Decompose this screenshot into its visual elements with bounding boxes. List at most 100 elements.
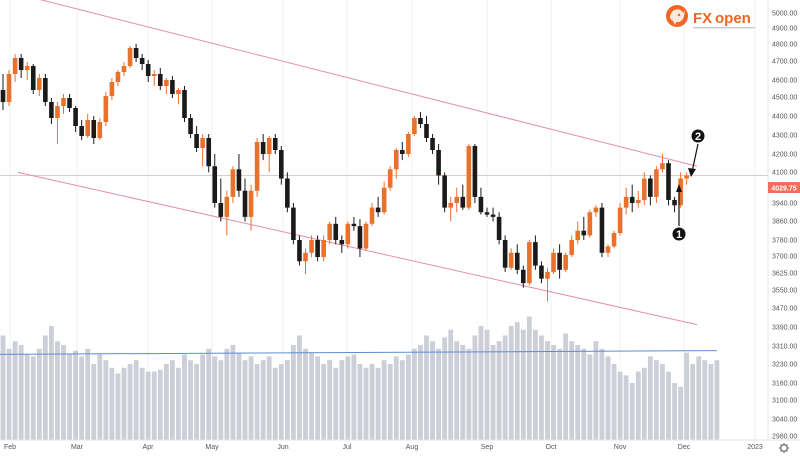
annotation-2-arrow: [691, 143, 699, 173]
price-tick-label: 4800.00: [772, 42, 797, 49]
candle-body: [569, 240, 574, 255]
volume-bar: [617, 371, 623, 440]
candle: [103, 92, 109, 126]
volume-bar: [381, 360, 387, 440]
price-candles: [0, 44, 689, 302]
volume-bar: [0, 335, 6, 440]
candle: [684, 172, 689, 185]
candle-body: [599, 207, 605, 253]
candle: [309, 235, 314, 258]
candle: [37, 74, 42, 96]
current-price-tag: 4029.75: [768, 182, 800, 193]
candle-body: [279, 150, 284, 179]
candle: [285, 172, 290, 213]
candle-body: [418, 118, 423, 124]
volume-moving-average-line: [0, 350, 717, 355]
volume-bar: [466, 348, 472, 440]
channel-lower-line: [17, 171, 698, 326]
candle-body: [224, 196, 230, 217]
candle: [393, 148, 399, 179]
candle-body: [218, 203, 224, 217]
candle: [55, 102, 60, 144]
volume-bar: [375, 367, 381, 440]
current-price-value: 4029.75: [771, 186, 796, 193]
candle: [521, 265, 526, 288]
candle: [61, 94, 66, 114]
volume-bar: [472, 335, 478, 440]
candle: [454, 187, 460, 213]
candle: [170, 76, 175, 98]
candle: [339, 235, 345, 253]
logo-text-fx: FX: [693, 10, 712, 27]
candle: [139, 54, 145, 70]
candle-body: [164, 80, 169, 86]
candle: [369, 203, 375, 227]
candle-body: [551, 252, 556, 272]
volume-bar: [115, 373, 121, 440]
candle-body: [387, 169, 393, 188]
candle-body: [648, 178, 653, 197]
volume-bar: [587, 354, 593, 440]
candle-body: [151, 74, 157, 76]
volume-bar: [557, 348, 562, 440]
candle: [230, 166, 236, 203]
price-tick-label: 3940.00: [772, 201, 797, 208]
candle: [448, 196, 453, 222]
gear-icon[interactable]: [779, 443, 789, 453]
price-tick-label: 4100.00: [772, 170, 797, 177]
candle: [85, 114, 90, 138]
candle: [200, 134, 205, 167]
volume-bar: [139, 367, 145, 440]
candle-body: [412, 118, 417, 134]
volume-bar: [393, 356, 399, 440]
volume-bar: [684, 352, 690, 440]
volume-bar: [248, 356, 254, 440]
candle-body: [139, 58, 145, 64]
candle: [406, 132, 411, 158]
candle: [79, 120, 84, 140]
candle: [12, 54, 18, 82]
volume-bar: [526, 316, 532, 440]
volume-bar: [36, 348, 42, 440]
price-tick-label: 3100.00: [772, 398, 797, 405]
volume-bar: [514, 322, 520, 440]
candle-body: [593, 207, 599, 213]
candle-body: [448, 203, 453, 208]
volume-bar: [678, 386, 683, 440]
time-tick-label: 2023: [747, 444, 763, 451]
candle-body: [369, 207, 375, 224]
volume-bar: [448, 329, 454, 440]
candle-body: [472, 146, 478, 197]
volume-bar: [79, 356, 85, 440]
volume-bar: [412, 348, 417, 440]
candle-body: [684, 175, 689, 179]
candle-body: [91, 120, 97, 138]
volume-bar: [575, 345, 581, 440]
candle: [629, 184, 635, 213]
volume-bar: [357, 364, 363, 440]
candle: [248, 184, 254, 231]
price-tick-label: 2980.00: [772, 434, 797, 441]
arrow-up-icon: [676, 184, 682, 192]
volume-bar: [478, 326, 484, 440]
volume-bar: [194, 364, 199, 440]
candle-body: [345, 223, 351, 245]
candle-body: [327, 223, 332, 240]
channel-upper-line: [39, 0, 698, 167]
price-tick-label: 3700.00: [772, 254, 797, 261]
candle-body: [285, 178, 290, 208]
volume-bar: [157, 369, 163, 440]
candle: [490, 207, 496, 222]
price-tick-label: 4400.00: [772, 114, 797, 121]
candle: [648, 175, 653, 206]
volume-bar: [696, 356, 702, 440]
candle: [0, 74, 6, 110]
candle: [357, 219, 363, 258]
candle: [412, 116, 417, 136]
candle-body: [508, 252, 514, 268]
volume-bar: [454, 341, 460, 440]
volume-bar: [490, 345, 496, 440]
volume-bar: [97, 354, 103, 440]
volume-bar: [236, 352, 242, 440]
price-tick-label: 3625.00: [772, 271, 797, 278]
